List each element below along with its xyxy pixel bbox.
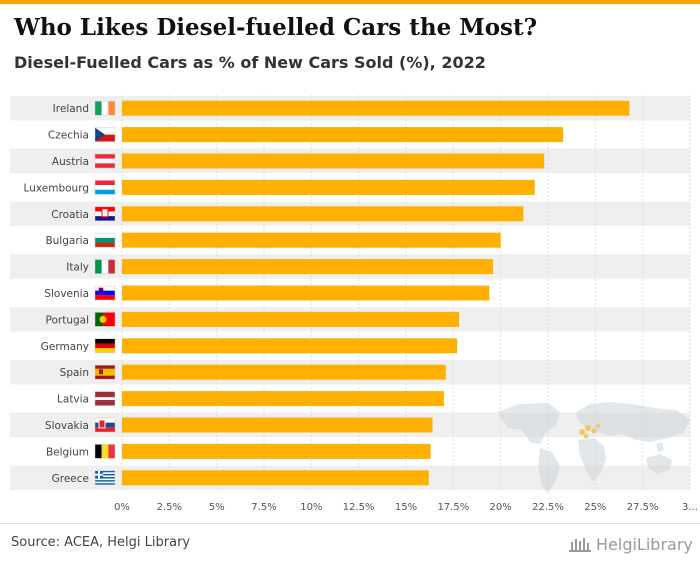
- bar: [122, 391, 444, 407]
- bar: [122, 311, 460, 327]
- source-note: Source: ACEA, Helgi Library: [11, 535, 191, 550]
- bar: [122, 206, 524, 222]
- category-label: Czechia: [48, 130, 89, 142]
- category-label: Belgium: [46, 446, 89, 458]
- category-label: Germany: [41, 341, 89, 353]
- library-columns-icon: [569, 538, 591, 552]
- category-label: Ireland: [53, 103, 89, 115]
- bar: [122, 127, 564, 143]
- accent-top-bar: [0, 0, 700, 4]
- category-label: Bulgaria: [45, 235, 89, 247]
- category-label: Latvia: [57, 394, 89, 406]
- category-labels: Ireland Czechia Austria Luxembourg Croatia Bu…: [24, 103, 89, 485]
- bars: [122, 100, 630, 486]
- x-tick-label: 25%: [584, 502, 606, 513]
- bar: [122, 153, 545, 169]
- ireland-flag: [94, 100, 116, 116]
- page-title: Who Likes Diesel-fuelled Cars the Most?: [14, 14, 538, 41]
- category-label: Spain: [60, 367, 89, 379]
- slovenia-flag: [94, 285, 116, 301]
- bar-chart: Ireland Czechia Austria Luxembourg Croatia Bu…: [10, 95, 698, 513]
- x-tick-label: 15%: [395, 502, 417, 513]
- bar: [122, 179, 535, 195]
- flag-icons: [94, 100, 116, 486]
- x-tick-label: 0%: [114, 502, 130, 513]
- spain-flag: [94, 364, 116, 380]
- x-tick-label: 2.5%: [157, 502, 182, 513]
- austria-flag: [94, 153, 116, 169]
- chart-subtitle: Diesel-Fuelled Cars as % of New Cars Sol…: [14, 53, 486, 72]
- x-tick-label: 20%: [490, 502, 512, 513]
- czechia-flag: [94, 127, 116, 142]
- bar: [122, 285, 490, 301]
- category-label: Austria: [52, 156, 89, 168]
- category-label: Italy: [66, 262, 89, 274]
- portugal-flag: [94, 312, 116, 327]
- bar: [122, 470, 429, 486]
- bar: [122, 417, 433, 433]
- bar: [122, 338, 458, 354]
- luxembourg-flag: [94, 180, 116, 195]
- italy-flag: [94, 259, 116, 274]
- x-tick-label: 3...: [682, 502, 698, 513]
- x-tick-label: 12.5%: [343, 502, 375, 513]
- category-label: Croatia: [51, 209, 89, 221]
- bar: [122, 443, 431, 459]
- bar: [122, 364, 446, 380]
- x-tick-label: 5%: [209, 502, 225, 513]
- helgi-library-logo: HelgiLibrary: [568, 533, 693, 555]
- latvia-flag: [94, 391, 116, 406]
- bar: [122, 232, 501, 248]
- x-tick-label: 10%: [300, 502, 322, 513]
- x-tick-label: 27.5%: [627, 502, 659, 513]
- category-label: Greece: [52, 473, 89, 485]
- footer-divider: [0, 523, 700, 524]
- bulgaria-flag: [94, 232, 116, 248]
- greece-flag: [94, 470, 116, 486]
- bar: [122, 100, 630, 116]
- slovakia-flag: [94, 417, 116, 433]
- x-tick-label: 22.5%: [532, 502, 564, 513]
- logo-text: HelgiLibrary: [596, 534, 693, 554]
- category-label: Slovakia: [45, 420, 89, 432]
- x-tick-label: 7.5%: [251, 502, 276, 513]
- world-map-watermark: [497, 402, 690, 494]
- category-label: Luxembourg: [24, 182, 89, 194]
- germany-flag: [94, 338, 116, 354]
- croatia-flag: [94, 206, 116, 222]
- belgium-flag: [94, 444, 116, 459]
- x-axis-tick-labels: 0% 2.5% 5% 7.5% 10% 12.5% 15% 17.5% 20% 22.5% 25% 2…: [114, 502, 698, 513]
- bar: [122, 259, 494, 275]
- category-label: Slovenia: [44, 288, 89, 300]
- x-tick-label: 17.5%: [437, 502, 469, 513]
- category-label: Portugal: [46, 314, 90, 326]
